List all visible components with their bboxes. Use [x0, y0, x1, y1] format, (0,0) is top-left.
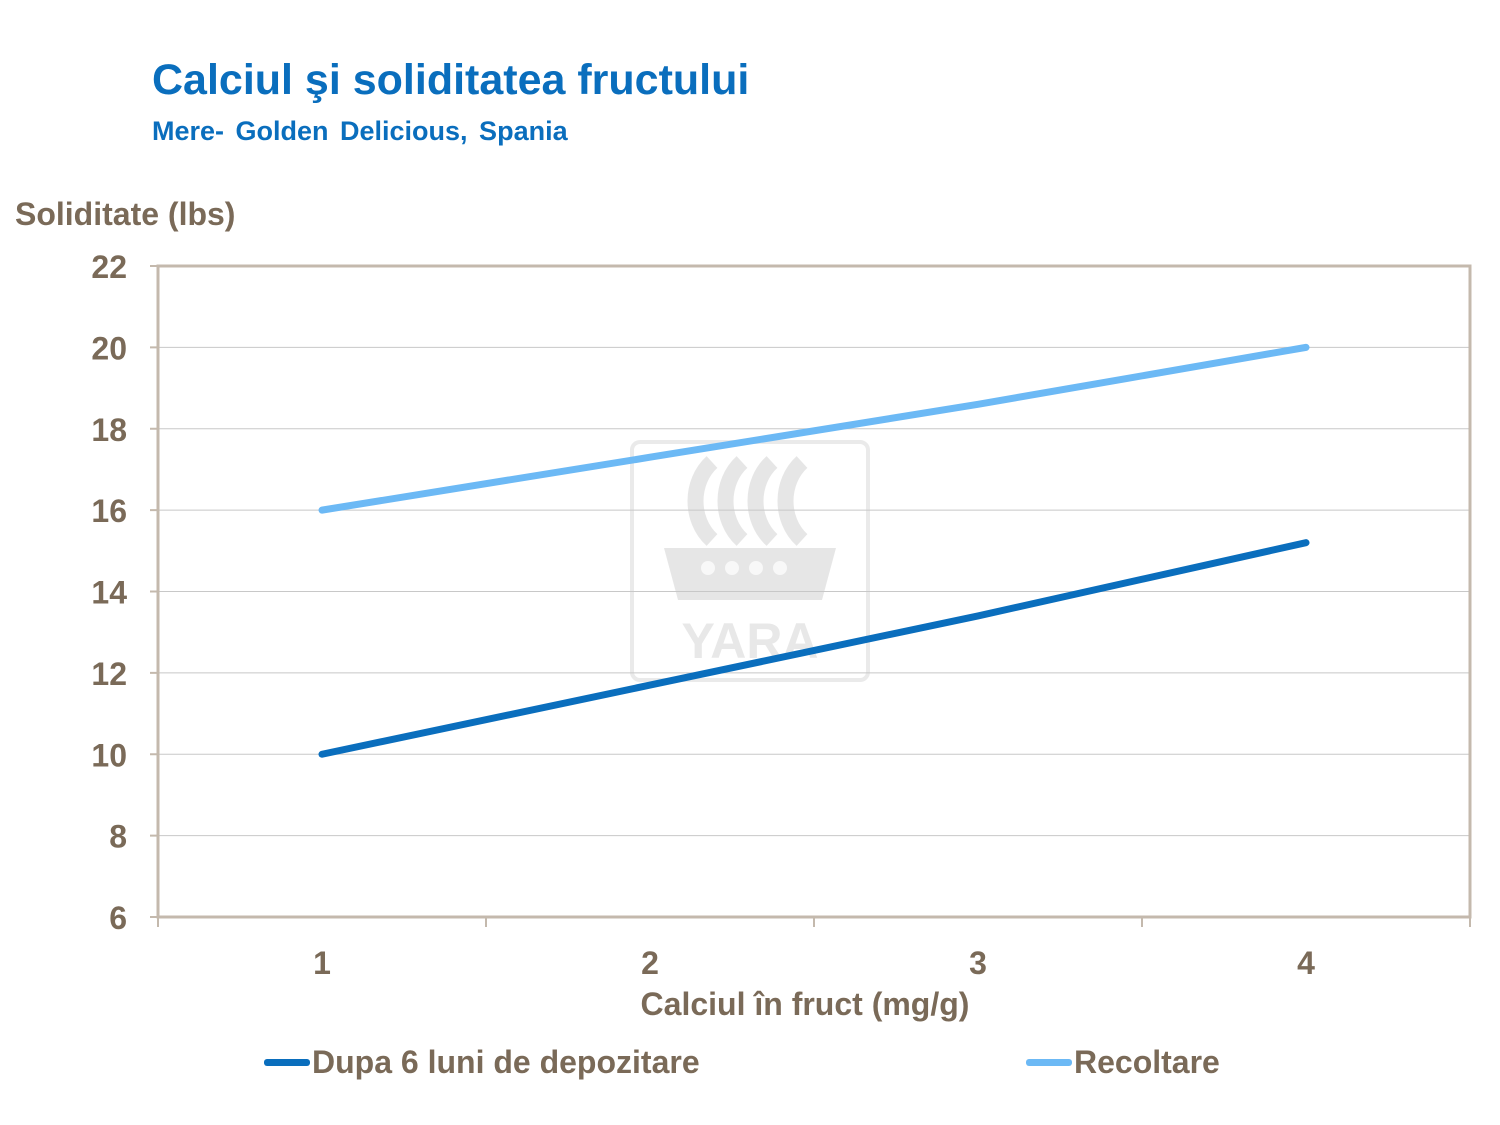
- y-tick-label: 18: [91, 412, 127, 448]
- grid-lines: [158, 346, 1470, 837]
- y-axis-label: Soliditate (lbs): [15, 196, 236, 232]
- y-tick-label: 16: [91, 493, 127, 529]
- chart-subtitle: Mere- Golden Delicious, Spania: [152, 116, 568, 146]
- y-tick-label: 12: [91, 656, 127, 692]
- y-tick-label: 6: [109, 900, 127, 936]
- y-tick-label: 10: [91, 737, 127, 773]
- x-tick-label: 1: [313, 945, 331, 981]
- y-tick-label: 8: [109, 819, 127, 855]
- y-tick-label: 14: [91, 575, 127, 611]
- legend-swatch-harvest: [1026, 1059, 1072, 1066]
- watermark-text: YARA: [681, 613, 818, 669]
- series-line-1: [318, 539, 1310, 758]
- x-axis-label: Calciul în fruct (mg/g): [640, 986, 970, 1022]
- y-axis-ticks: 6 8 10 12 14 16 18 20 22: [91, 249, 158, 936]
- series-line-2: [318, 343, 1310, 514]
- series-lines: [318, 343, 1310, 758]
- x-axis-ticks: 1 2 3 4: [157, 917, 1471, 981]
- legend-label-storage: Dupa 6 luni de depozitare: [312, 1044, 700, 1080]
- legend-label-harvest: Recoltare: [1074, 1044, 1220, 1080]
- legend-item-storage: Dupa 6 luni de depozitare: [264, 1044, 700, 1081]
- x-tick-label: 4: [1297, 945, 1315, 981]
- x-tick-label: 3: [969, 945, 987, 981]
- y-tick-label: 22: [91, 249, 127, 285]
- legend-swatch-storage: [264, 1059, 310, 1066]
- legend-item-harvest: Recoltare: [1026, 1044, 1220, 1081]
- y-tick-label: 20: [91, 330, 127, 366]
- chart-title: Calciul şi soliditatea fructului: [152, 56, 750, 104]
- x-tick-label: 2: [641, 945, 659, 981]
- yara-logo-watermark: YARA: [630, 440, 870, 682]
